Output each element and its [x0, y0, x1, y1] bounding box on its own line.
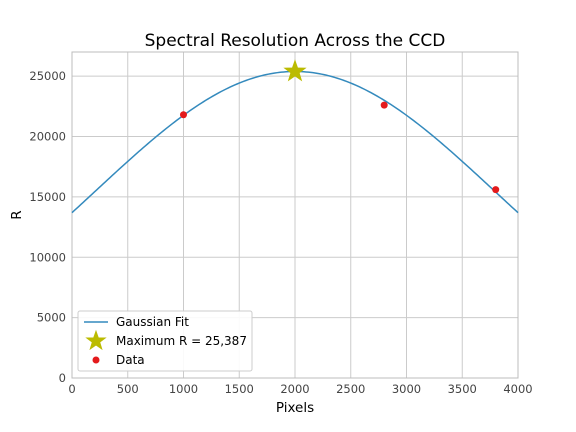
x-tick-label: 1500 — [225, 382, 254, 396]
data-point — [180, 111, 187, 119]
x-tick-label: 2000 — [280, 382, 309, 396]
legend-maximum-star — [85, 329, 107, 351]
y-axis-label: R — [9, 210, 25, 219]
legend-box — [77, 310, 253, 372]
y-tick-label: 25000 — [29, 69, 66, 83]
legend: Gaussian Fit Maximum R = 25,387 Data — [77, 310, 253, 372]
legend-data-label: Data — [116, 353, 145, 367]
legend-data-dot — [92, 356, 100, 364]
x-axis-label: Pixels — [276, 400, 314, 416]
x-tick-label: 3000 — [392, 382, 421, 396]
plot-frame — [71, 51, 519, 379]
data-point — [492, 186, 500, 194]
y-tick-label: 0 — [59, 371, 66, 385]
y-tick-label: 15000 — [29, 190, 66, 204]
y-tick-label: 10000 — [29, 250, 66, 264]
x-tick-label: 3500 — [448, 382, 477, 396]
data-point — [380, 101, 388, 109]
x-tick-label: 1000 — [169, 382, 198, 396]
chart-title: Spectral Resolution Across the CCD — [145, 31, 446, 51]
y-ticks: 0 5000 10000 15000 20000 25000 — [29, 69, 66, 385]
y-tick-label: 20000 — [29, 130, 66, 144]
x-tick-label: 0 — [68, 382, 75, 396]
maximum-star-marker — [283, 59, 307, 82]
x-tick-label: 4000 — [503, 382, 532, 396]
legend-fit-label: Gaussian Fit — [116, 315, 189, 329]
x-tick-label: 2500 — [336, 382, 365, 396]
legend-maximum-label: Maximum R = 25,387 — [116, 334, 247, 348]
data-points — [180, 101, 500, 194]
x-ticks: 0 500 1000 1500 2000 2500 3000 3500 4000 — [68, 382, 532, 396]
x-tick-label: 500 — [117, 382, 139, 396]
y-tick-label: 5000 — [37, 311, 66, 325]
